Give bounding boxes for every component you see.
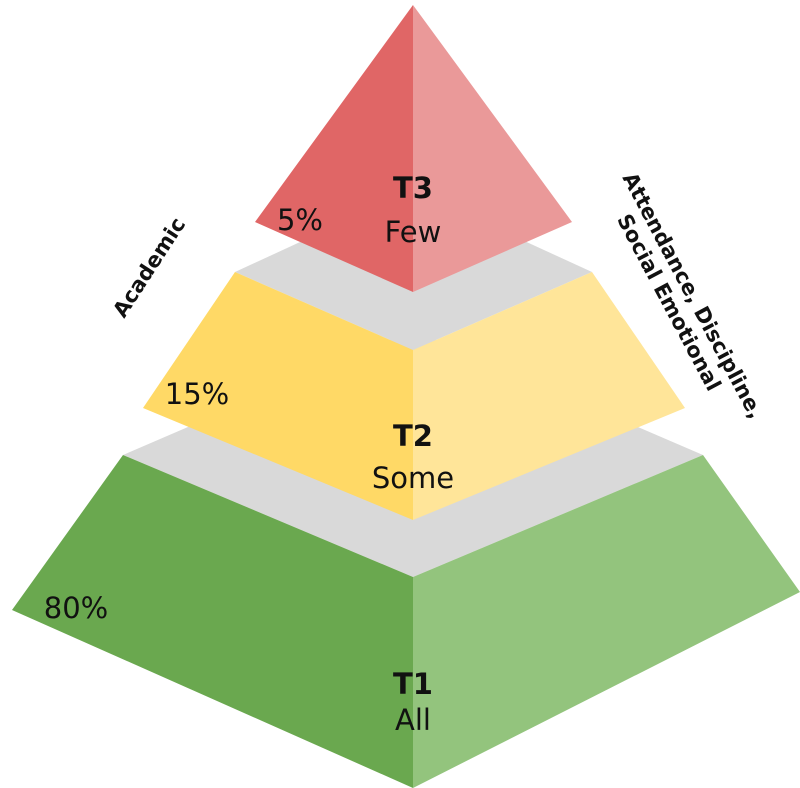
left-side-label: Academic [108, 213, 190, 321]
tier1-left-face [12, 455, 413, 788]
tier2-left-face [143, 272, 413, 520]
tier-label: Few [385, 215, 442, 249]
tier3-right-face [413, 5, 572, 292]
tier-share: 80% [44, 591, 108, 625]
tier3-left-face [255, 5, 413, 292]
tier-label: All [395, 703, 431, 737]
tier1-right-face [413, 455, 800, 788]
tier2-right-face [413, 272, 685, 520]
tier-name: T3 [393, 171, 433, 205]
tier-name: T2 [393, 419, 433, 453]
tier-name: T1 [393, 667, 433, 701]
tier-share: 15% [165, 377, 229, 411]
tier-share: 5% [277, 203, 323, 237]
tier-label: Some [372, 461, 454, 495]
